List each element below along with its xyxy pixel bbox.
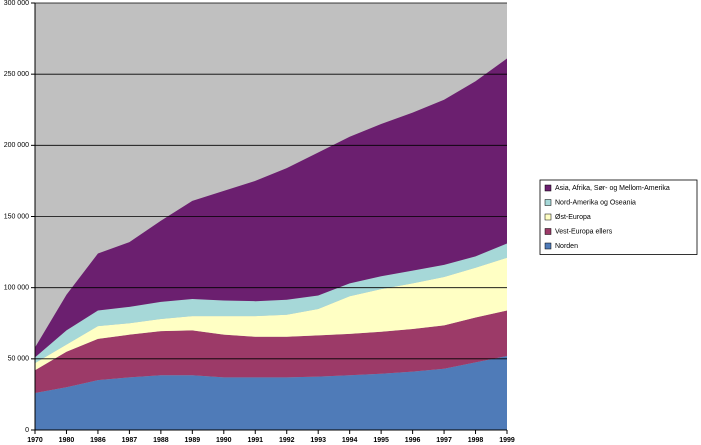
legend-swatch [544,199,552,206]
y-tick-label: 200 000 [4,142,29,149]
legend-swatch [544,228,552,235]
legend-label: Asia, Afrika, Sør- og Mellom-Amerika [555,185,670,192]
legend-label: Vest-Europa ellers [555,228,613,235]
x-tick-label: 1986 [90,437,106,444]
x-tick-label: 1993 [310,437,326,444]
legend-label: Nord-Amerika og Oseania [555,199,636,206]
y-tick-label: 50 000 [8,356,30,363]
x-tick-label: 1989 [185,437,201,444]
legend-swatch [544,184,552,192]
x-tick-label: 1996 [405,437,421,444]
legend-label: Norden [555,243,578,250]
y-tick-label: 100 000 [4,285,29,292]
y-tick-label: 300 000 [4,0,29,7]
area [35,243,507,364]
x-tick-label: 1980 [59,437,75,444]
y-tick-label: 0 [25,427,29,434]
x-tick-label: 1997 [436,437,452,444]
x-tick-label: 1990 [216,437,232,444]
x-tick-label: 1987 [122,437,138,444]
x-tick-label: 1995 [373,437,389,444]
x-tick-label: 1992 [279,437,295,444]
legend-swatch [544,242,552,250]
legend-label: Øst-Europa [555,214,591,221]
area [35,355,507,430]
area [35,257,507,371]
y-tick-label: 150 000 [4,213,29,220]
y-tick-label: 250 000 [4,71,29,78]
legend-box [539,179,698,255]
area [35,58,507,358]
x-tick-label: 1970 [27,437,43,444]
x-tick-label: 1991 [247,437,263,444]
x-tick-label: 1988 [153,437,169,444]
x-tick-label: 1999 [499,437,515,444]
legend-swatch [544,213,552,221]
x-tick-label: 1998 [468,437,484,444]
x-tick-label: 1994 [342,437,358,444]
